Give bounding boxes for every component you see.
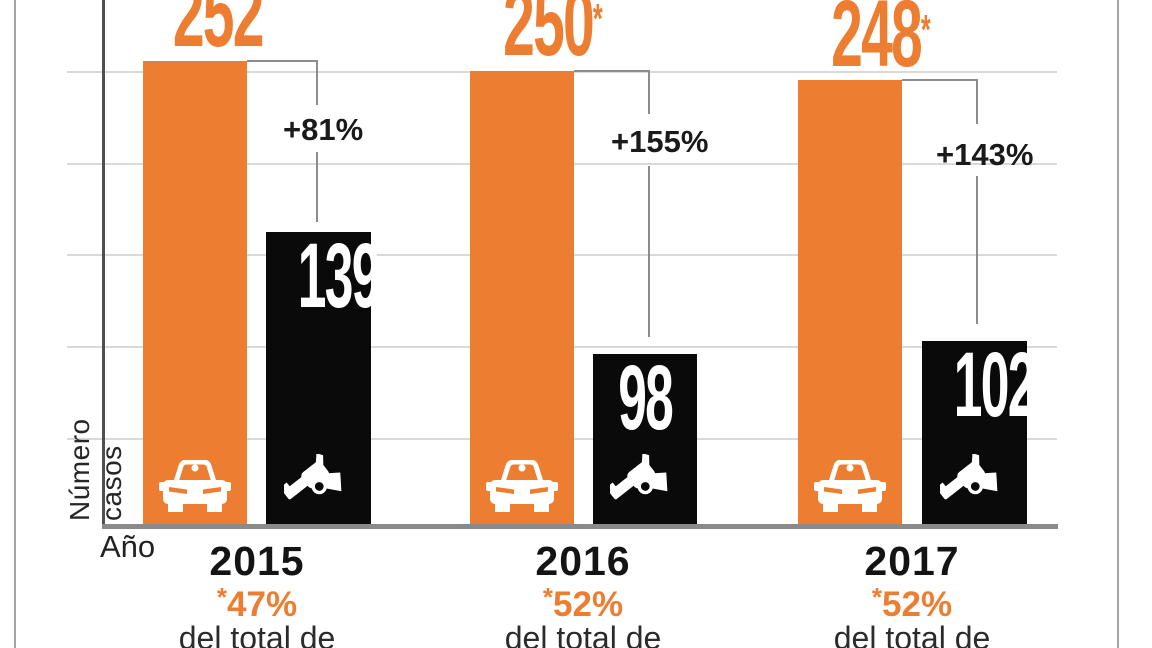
y-axis-line bbox=[102, 0, 105, 527]
car-bar-2017 bbox=[798, 80, 902, 524]
chart-frame-left bbox=[14, 0, 16, 648]
footnote-text-2016: del total de bbox=[504, 620, 662, 648]
footnote-pct-2016: *52% bbox=[542, 582, 624, 624]
car-bar-2015 bbox=[143, 61, 247, 524]
x-axis-line bbox=[102, 524, 1058, 529]
pct-change-bracket bbox=[902, 79, 978, 81]
pct-change-bracket bbox=[316, 152, 318, 222]
gun-value-label-2015: 139 bbox=[297, 225, 381, 327]
pct-change-bracket bbox=[976, 79, 978, 124]
pct-change-label-2016: +155% bbox=[611, 124, 709, 159]
gun-value-label-2017: 102 bbox=[953, 334, 1037, 436]
year-label-2017: 2017 bbox=[864, 538, 960, 584]
gun-value-label-2016: 98 bbox=[618, 347, 674, 449]
footnote-pct-2017: *52% bbox=[871, 582, 953, 624]
pct-change-label-2015: +81% bbox=[283, 112, 364, 147]
y-axis-title: Número casos bbox=[64, 418, 127, 521]
asterisk: * bbox=[542, 582, 554, 612]
car-icon bbox=[486, 460, 558, 512]
year-label-2015: 2015 bbox=[209, 538, 305, 584]
asterisk: * bbox=[920, 6, 931, 53]
car-icon bbox=[159, 460, 231, 512]
revolver-icon bbox=[610, 454, 668, 500]
car-bar-2016 bbox=[470, 71, 574, 524]
gun-bar-2017: 102 bbox=[922, 334, 1037, 524]
car-icon bbox=[814, 460, 886, 512]
pct-change-bracket bbox=[247, 60, 318, 62]
footnote-pct-2015: *47% bbox=[216, 582, 298, 624]
chart-frame-right bbox=[1117, 0, 1119, 648]
car-value-label-2015: 252 bbox=[172, 0, 265, 67]
pct-change-label-2017: +143% bbox=[936, 137, 1034, 172]
asterisk: * bbox=[592, 0, 603, 42]
pct-change-bracket bbox=[316, 60, 318, 105]
pct-change-bracket bbox=[648, 166, 650, 337]
asterisk: * bbox=[871, 582, 883, 612]
car-value-label-2016: 250* bbox=[470, 0, 603, 71]
revolver-icon bbox=[283, 454, 341, 500]
year-label-2016: 2016 bbox=[535, 538, 631, 584]
x-axis-title: Año bbox=[100, 529, 156, 564]
car-value-label-2017: 248* bbox=[831, 0, 931, 87]
pct-change-bracket bbox=[648, 70, 650, 114]
gun-bar-2016: 98 bbox=[593, 347, 697, 524]
pct-change-bracket bbox=[976, 176, 978, 324]
footnote-text-2015: del total de bbox=[178, 620, 336, 648]
footnote-text-2017: del total de bbox=[833, 620, 991, 648]
revolver-icon bbox=[939, 454, 997, 500]
asterisk: * bbox=[216, 582, 228, 612]
gun-bar-2015: 139 bbox=[266, 225, 381, 524]
pct-change-bracket bbox=[574, 70, 650, 72]
